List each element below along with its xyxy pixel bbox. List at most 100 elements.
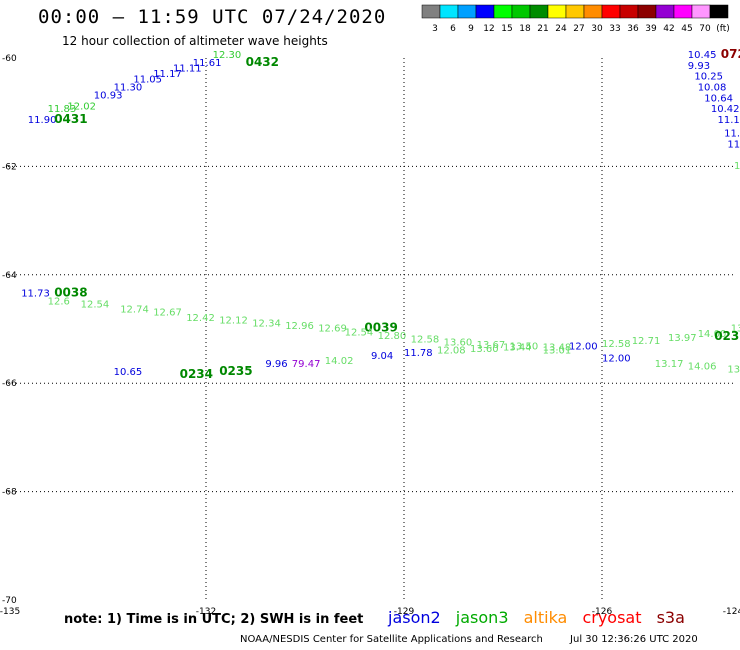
wave-height-point: 0432 [246, 55, 279, 69]
wave-height-point: 10.45 [688, 50, 717, 61]
colorbar-swatch [511, 4, 531, 19]
colorbar-swatch [493, 4, 513, 19]
wave-height-point: 12.00 [569, 342, 598, 353]
wave-height-point: 12.42 [186, 313, 215, 324]
wave-height-point: 11.11 [173, 64, 202, 75]
wave-height-point: 12.6 [48, 297, 70, 308]
wave-height-point: 9.96 [265, 359, 287, 370]
colorbar-label: 18 [519, 24, 531, 34]
wave-height-point: 13.17 [655, 359, 684, 370]
colorbar-swatch [709, 4, 729, 19]
wave-height-point: 13.48 [543, 343, 572, 354]
wave-height-point: 10.08 [698, 83, 727, 94]
colorbar-swatch [457, 4, 477, 19]
color-scale-legend: 3 6 9 12 15 18 21 24 27 30 33 36 39 42 45 70 (ft) [421, 4, 730, 34]
colorbar-label: 27 [573, 24, 584, 34]
wave-height-point: 13.01 [543, 345, 572, 356]
wave-height-point: 12.00 [602, 354, 631, 365]
wave-height-point: 9.04 [371, 351, 393, 362]
wave-height-point: 12.80 [378, 331, 407, 342]
wave-height-point: 11.49 [724, 129, 740, 140]
colorbar-swatch [691, 4, 711, 19]
axis-tick-labels: -135-132-129-126-123-124-60-62-64-66-68-… [0, 54, 740, 617]
colorbar-label: 3 [432, 24, 438, 34]
wave-height-point: 12.30 [213, 50, 242, 61]
colorbar-swatch [637, 4, 657, 19]
colorbar-label: 39 [645, 24, 657, 34]
colorbar-label: 70 [699, 24, 711, 34]
wave-height-point: 0234 [180, 367, 213, 381]
colorbar-label: 15 [501, 24, 512, 34]
y-tick-label: -64 [2, 271, 17, 281]
wave-height-point: 11.17 [153, 69, 182, 80]
wave-height-point: 0236 [714, 329, 740, 343]
colorbar-swatch [619, 4, 639, 19]
colorbar-swatch [655, 4, 675, 19]
wave-height-point: 12.71 [632, 336, 661, 347]
colorbar-swatch [565, 4, 585, 19]
wave-height-point: 9.93 [688, 61, 710, 72]
wave-height-point: 0720 [721, 47, 740, 61]
wave-height-point: 10.42 [711, 104, 740, 115]
colorbar-swatch [673, 4, 693, 19]
legend-jason2: jason2 [388, 608, 441, 627]
wave-height-point: 13.60 [470, 344, 499, 355]
colorbar-swatch [421, 4, 441, 19]
legend-s3a: s3a [656, 608, 685, 627]
wave-height-point: 13.97 [668, 333, 697, 344]
colorbar-swatch [529, 4, 549, 19]
credit-line: NOAA/NESDIS Center for Satellite Applica… [240, 634, 722, 645]
y-tick-label: -68 [2, 488, 17, 498]
wave-height-point: 10.93 [94, 91, 123, 102]
colorbar-label: 30 [591, 24, 603, 34]
x-tick-label: -129 [394, 607, 415, 617]
wave-height-point: 12.88 [734, 161, 740, 172]
colorbar-label: 6 [450, 24, 456, 34]
wave-height-point: 14.06 [688, 362, 717, 373]
wave-height-point: 12.58 [602, 339, 631, 350]
wave-height-point: 12.58 [411, 335, 440, 346]
wave-height-point: 12.54 [345, 328, 374, 339]
footnote: note: 1) Time is in UTC; 2) SWH is in fe… [64, 612, 364, 627]
wave-height-point: 13.43 [727, 364, 740, 375]
colorbar-swatch [475, 4, 495, 19]
colorbar-label: 24 [555, 24, 567, 34]
wave-height-point: 12.67 [153, 307, 182, 318]
colorbar-label: 45 [681, 24, 692, 34]
wave-height-point: 11.11 [718, 115, 740, 126]
wave-height-point: 11.78 [404, 348, 433, 359]
wave-height-labels: 11.9011.8312.0210.9311.3011.0511.1711.11… [21, 47, 740, 381]
wave-height-point: 11.05 [133, 74, 162, 85]
colorbar-label: 36 [627, 24, 639, 34]
wave-height-point: 13.60 [444, 337, 473, 348]
colorbar-swatch [601, 4, 621, 19]
wave-height-point: 0038 [54, 285, 87, 299]
colorbar-label: (ft) [716, 24, 730, 34]
wave-height-point: 11.30 [114, 83, 143, 94]
wave-height-point: 14.00 [698, 329, 727, 340]
legend-cryosat: cryosat [582, 608, 642, 627]
x-tick-label: -124 [723, 607, 740, 617]
y-tick-label: -60 [2, 54, 17, 64]
wave-height-point: 12.02 [67, 101, 96, 112]
colorbar-swatch [439, 4, 459, 19]
credit-org: NOAA/NESDIS Center for Satellite Applica… [240, 634, 543, 645]
map-grid [8, 58, 734, 600]
y-tick-label: -62 [2, 162, 17, 172]
wave-height-point: 13.67 [477, 340, 506, 351]
colorbar-label: 12 [483, 24, 494, 34]
wave-height-point: 12.74 [120, 305, 149, 316]
y-tick-label: -66 [2, 379, 17, 389]
wave-height-point: 11.86 [727, 139, 740, 150]
wave-height-point: 11.90 [28, 115, 57, 126]
y-tick-label: -70 [2, 596, 17, 606]
wave-height-point: 0039 [364, 321, 397, 335]
wave-height-point: 12.54 [81, 299, 110, 310]
satellite-legend: jason2 jason3 altika cryosat s3a [388, 608, 695, 627]
x-tick-label: -135 [0, 607, 20, 617]
wave-height-point: 12.08 [437, 345, 466, 356]
colorbar-label: 9 [468, 24, 474, 34]
wave-height-point: 12.96 [285, 321, 314, 332]
x-tick-label: -132 [196, 607, 216, 617]
